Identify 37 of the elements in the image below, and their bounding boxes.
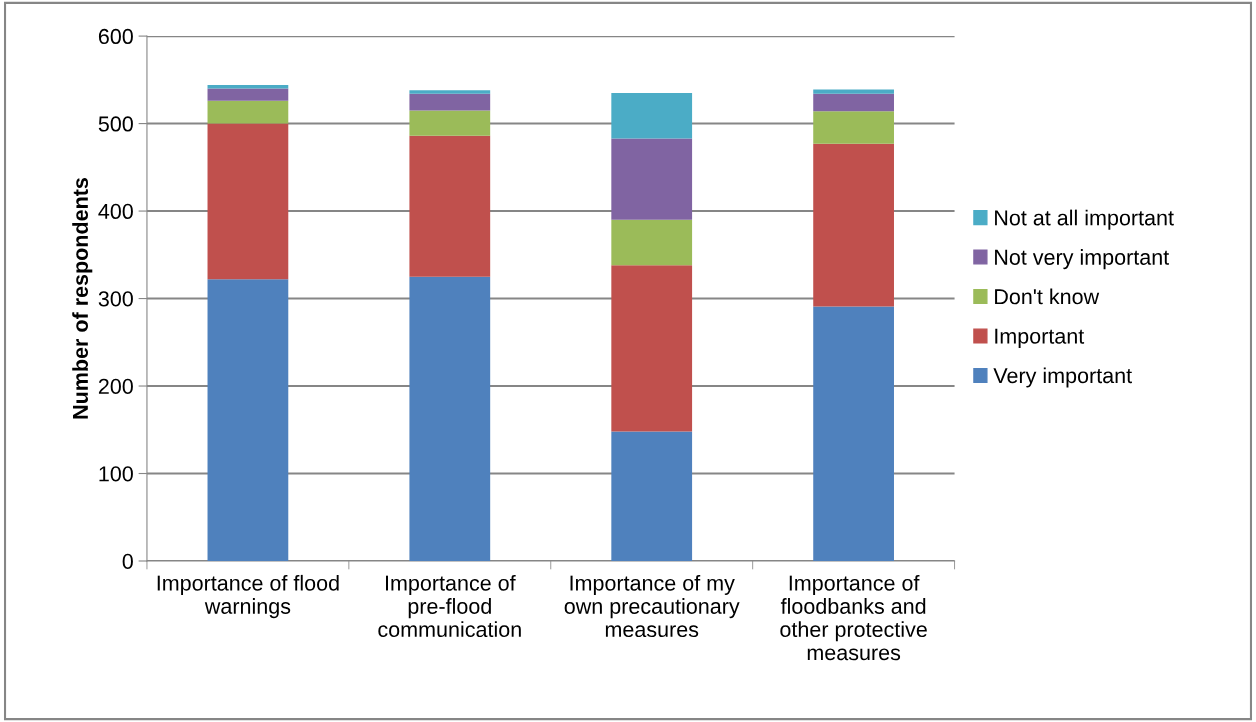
bar [207,88,289,101]
bar [813,143,894,307]
bar [813,89,894,94]
legend-label: Important [995,328,1085,349]
y-tick-label: 500 [98,116,133,132]
y-tick-label: 300 [98,291,133,307]
bar [611,92,693,139]
bar [611,138,693,220]
x-tick-label: Importance of flood warnings [157,574,339,619]
x-tick-label: Importance of pre-flood communication [378,574,521,638]
legend-label: Very important [993,367,1132,388]
bar [813,93,894,112]
bar [611,265,693,432]
bar [409,93,491,111]
bar [207,85,289,89]
y-tick-label: 600 [98,28,133,45]
bar [611,219,693,266]
bar [207,123,289,280]
y-tick-label: 100 [99,466,133,482]
bar [409,276,491,561]
legend-label: Not very important [995,249,1170,270]
legend-label: Not at all important [995,209,1174,230]
bar [611,431,693,561]
legend-label: Don't know [995,288,1100,305]
y-tick-label: 0 [122,553,133,570]
x-tick-label: Importance of floodbanks and other protective measures [780,574,927,661]
bar [207,279,289,561]
bar [813,306,894,561]
bar [409,135,491,277]
bar [813,111,894,144]
x-tick-label: Importance of my own precautionary measures [564,574,740,638]
bar [207,100,289,124]
bar [409,110,491,136]
y-tick-label: 200 [98,378,133,395]
bar [409,90,491,94]
y-axis-title: Number of respondents [72,178,93,419]
y-tick-label: 400 [98,203,133,220]
